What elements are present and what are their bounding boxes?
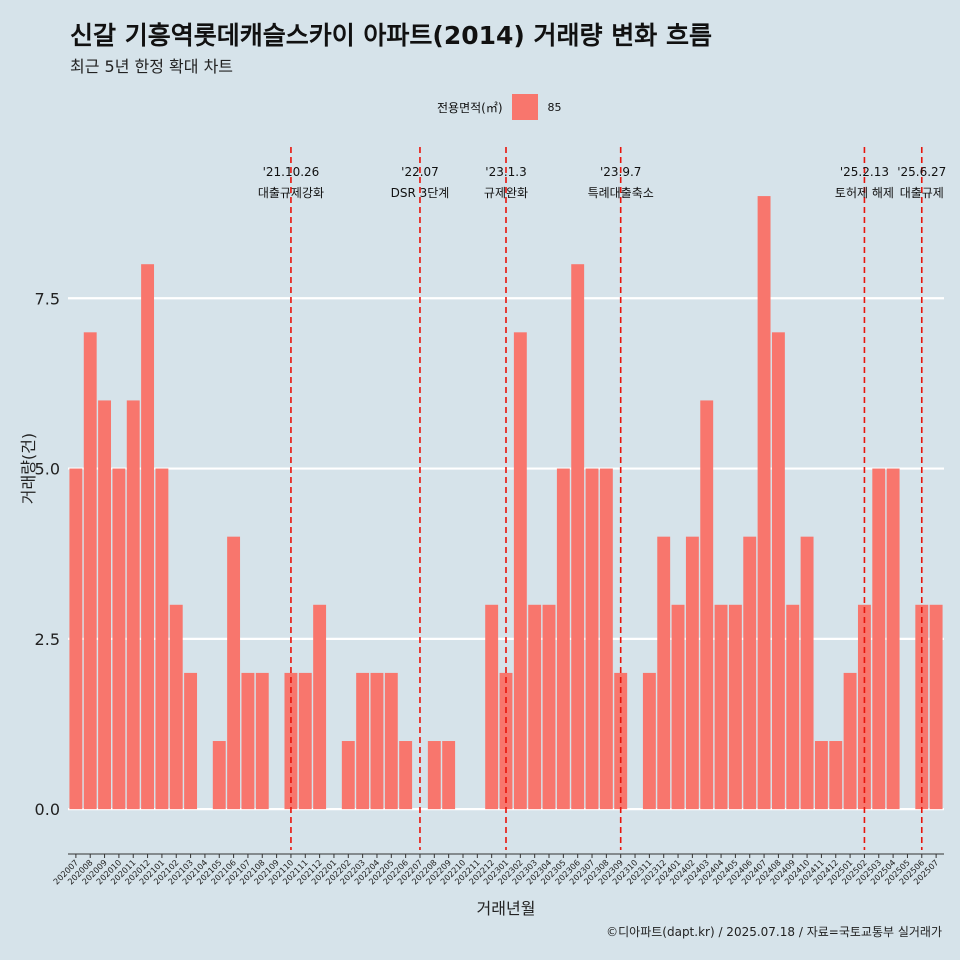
bar <box>843 672 857 810</box>
bar <box>915 604 929 810</box>
event-date: '23.1.3 <box>485 165 526 179</box>
bar <box>786 604 800 810</box>
event-label: 토허제 해제 <box>835 186 894 200</box>
bar <box>341 741 355 810</box>
y-axis-title: 거래량(건) <box>19 433 38 504</box>
bar <box>714 604 728 810</box>
legend: 전용면적(㎡) 85 <box>437 94 562 120</box>
bar <box>69 468 83 810</box>
bar <box>542 604 556 810</box>
x-axis-title: 거래년월 <box>477 899 536 918</box>
bar <box>370 672 384 810</box>
bar <box>585 468 599 810</box>
bar <box>313 604 327 810</box>
event-date: '25.2.13 <box>840 165 889 179</box>
bar <box>800 536 814 810</box>
chart-subtitle: 최근 5년 한정 확대 차트 <box>70 57 234 76</box>
y-tick-label: 0.0 <box>35 800 60 819</box>
event-label: 특례대출축소 <box>588 186 654 200</box>
bar <box>126 400 140 810</box>
bar <box>442 741 456 810</box>
bar <box>384 672 398 810</box>
bar <box>298 672 312 810</box>
bar <box>642 672 656 810</box>
bar <box>728 604 742 810</box>
legend-swatch <box>511 94 538 120</box>
event-label: 규제완화 <box>484 186 528 200</box>
event-label: DSR 3단계 <box>391 186 450 200</box>
bar <box>513 332 527 810</box>
bar <box>599 468 613 810</box>
event-date: '23.9.7 <box>600 165 641 179</box>
bar <box>184 672 198 810</box>
bar <box>857 604 871 810</box>
legend-title: 전용면적(㎡) <box>437 100 503 115</box>
chart-title: 신갈 기흥역롯데캐슬스카이 아파트(2014) 거래량 변화 흐름 <box>70 21 712 50</box>
bar <box>255 672 269 810</box>
bar <box>657 536 671 810</box>
bar <box>169 604 183 810</box>
bar <box>685 536 699 810</box>
y-tick-label: 5.0 <box>35 460 60 479</box>
bar <box>814 741 828 810</box>
bar <box>556 468 570 810</box>
event-label: 대출규제강화 <box>258 186 324 200</box>
bar <box>212 741 226 810</box>
event-date: '21.10.26 <box>263 165 320 179</box>
bar <box>485 604 499 810</box>
bar <box>771 332 785 810</box>
bar <box>929 604 943 810</box>
bar <box>227 536 241 810</box>
bar <box>141 264 155 810</box>
bar <box>83 332 97 810</box>
event-date: '25.6.27 <box>897 165 946 179</box>
bar <box>571 264 585 810</box>
bar <box>743 536 757 810</box>
source-caption: ©디아파트(dapt.kr) / 2025.07.18 / 자료=국토교통부 실… <box>606 925 942 939</box>
y-tick-label: 2.5 <box>35 630 60 649</box>
bar <box>112 468 126 810</box>
bar <box>700 400 714 810</box>
legend-label: 85 <box>547 100 562 114</box>
bar <box>98 400 112 810</box>
bar <box>399 741 413 810</box>
bar <box>155 468 169 810</box>
y-tick-label: 7.5 <box>35 289 60 308</box>
bar <box>427 741 441 810</box>
event-label: 대출규제 <box>900 186 944 200</box>
bar <box>872 468 886 810</box>
event-date: '22.07 <box>401 165 439 179</box>
bar <box>241 672 255 810</box>
bar <box>528 604 542 810</box>
bar <box>757 196 771 810</box>
bar <box>671 604 685 810</box>
bar <box>829 741 843 810</box>
bar <box>886 468 900 810</box>
bar <box>356 672 370 810</box>
